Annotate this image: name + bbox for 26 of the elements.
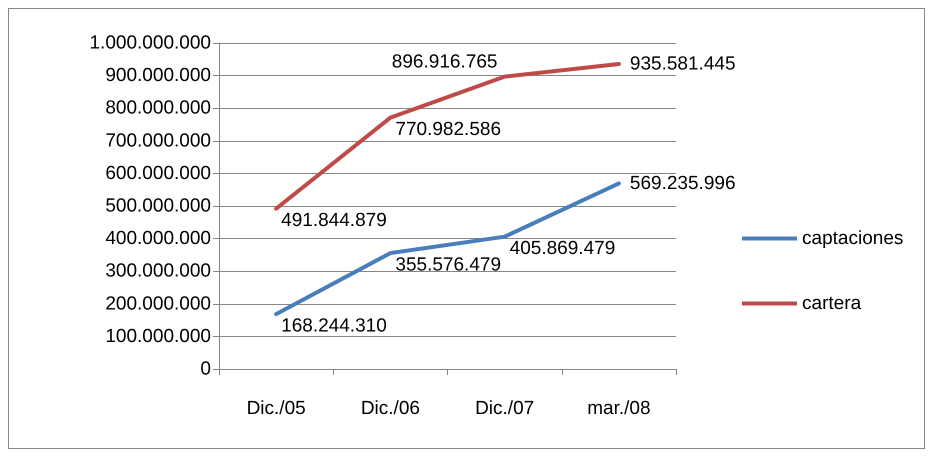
x-tick-label: Dic./06 bbox=[360, 398, 420, 419]
x-tick-label: mar./08 bbox=[587, 398, 651, 419]
data-label: 569.235.996 bbox=[630, 172, 736, 194]
y-tick-label: 800.000.000 bbox=[105, 98, 211, 119]
data-label: 935.581.445 bbox=[630, 54, 736, 74]
legend-label: cartera bbox=[802, 293, 862, 314]
y-tick-label: 700.000.000 bbox=[105, 130, 211, 152]
data-label: 491.844.879 bbox=[281, 210, 387, 232]
line-series bbox=[274, 181, 621, 316]
y-tick-label: 600.000.000 bbox=[105, 162, 211, 184]
y-tick-label: 900.000.000 bbox=[105, 65, 211, 86]
y-tick-label: 200.000.000 bbox=[105, 293, 211, 314]
legend-label: captaciones bbox=[802, 228, 904, 249]
data-label: 405.869.479 bbox=[510, 238, 616, 260]
y-tick-label: 1.000.000.000 bbox=[89, 32, 211, 54]
data-label: 355.576.479 bbox=[395, 254, 502, 276]
x-tick-label: Dic./05 bbox=[246, 398, 306, 419]
y-tick-label: 0 bbox=[200, 358, 211, 380]
data-label: 770.982.586 bbox=[395, 119, 502, 140]
x-tick-label: Dic./07 bbox=[475, 398, 534, 419]
y-tick-label: 500.000.000 bbox=[105, 196, 211, 216]
data-label: 896.916.765 bbox=[392, 52, 498, 73]
y-tick-label: 100.000.000 bbox=[105, 326, 211, 347]
y-tick-label: 300.000.000 bbox=[105, 260, 211, 282]
y-tick-label: 400.000.000 bbox=[105, 228, 211, 250]
data-label: 168.244.310 bbox=[281, 316, 387, 337]
